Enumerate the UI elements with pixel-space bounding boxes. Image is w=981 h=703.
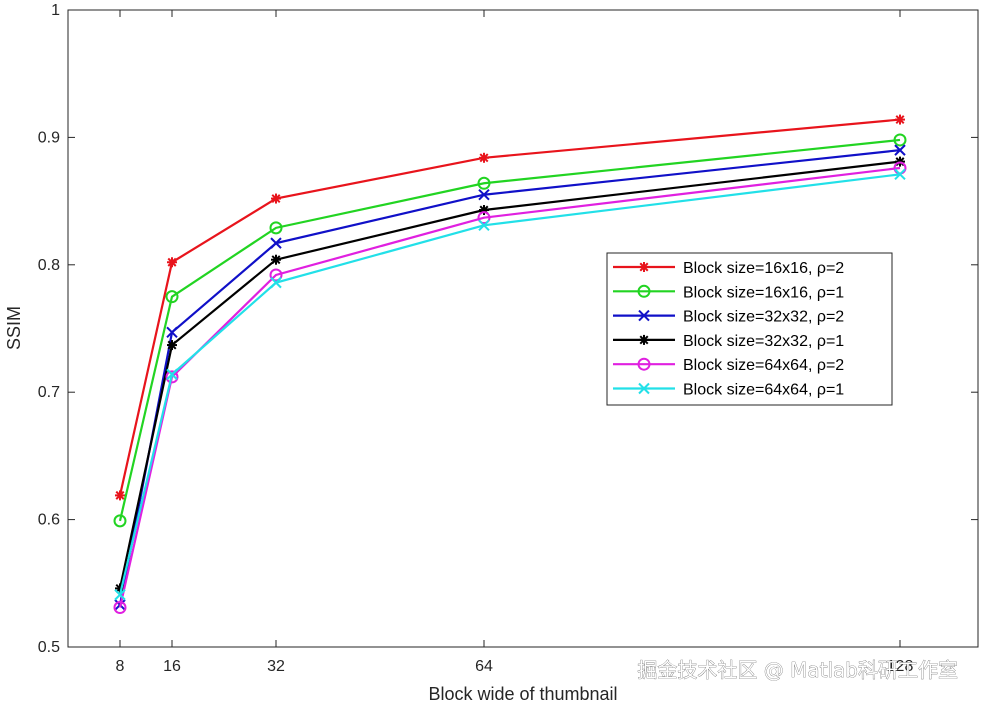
legend-entry: Block size=32x32, ρ=2 bbox=[613, 309, 844, 326]
legend-entry: Block size=16x16, ρ=1 bbox=[613, 284, 844, 301]
data-point bbox=[893, 133, 907, 147]
legend-entry: Block size=32x32, ρ=1 bbox=[613, 333, 844, 350]
y-tick-label: 0.7 bbox=[38, 384, 60, 401]
data-point bbox=[477, 176, 491, 190]
data-point bbox=[165, 290, 179, 304]
x-tick-label: 128 bbox=[887, 658, 914, 675]
data-point bbox=[166, 368, 178, 381]
data-point bbox=[270, 237, 282, 249]
data-point bbox=[115, 490, 125, 501]
data-point bbox=[637, 357, 651, 371]
data-point bbox=[271, 254, 281, 265]
legend: Block size=16x16, ρ=2 Block size=16x16, ρ… bbox=[606, 252, 893, 406]
y-axis-label: SSIM bbox=[4, 306, 24, 350]
data-point bbox=[113, 601, 127, 615]
x-tick-label: 16 bbox=[163, 658, 181, 675]
legend-label: Block size=64x64, ρ=1 bbox=[683, 382, 844, 399]
y-tick-label: 0.6 bbox=[38, 512, 60, 529]
series bbox=[113, 133, 907, 528]
data-point bbox=[477, 211, 491, 225]
series-line bbox=[118, 138, 901, 522]
data-point bbox=[895, 114, 905, 125]
data-point bbox=[638, 382, 650, 395]
data-point bbox=[639, 334, 649, 345]
data-point bbox=[478, 189, 490, 201]
series-group bbox=[113, 114, 907, 615]
data-point bbox=[167, 340, 177, 351]
data-point bbox=[269, 221, 283, 235]
series bbox=[113, 161, 907, 615]
legend-label: Block size=32x32, ρ=1 bbox=[683, 333, 844, 350]
legend-label: Block size=32x32, ρ=2 bbox=[683, 309, 844, 326]
data-point bbox=[114, 589, 126, 601]
data-point bbox=[166, 326, 178, 339]
y-tick-label: 0.8 bbox=[38, 257, 60, 274]
y-tick-label: 0.9 bbox=[38, 129, 60, 146]
legend-label: Block size=16x16, ρ=2 bbox=[683, 260, 844, 277]
data-point bbox=[271, 193, 281, 204]
y-tick-label: 0.5 bbox=[38, 639, 60, 656]
data-point bbox=[478, 219, 490, 232]
legend-entry: Block size=64x64, ρ=1 bbox=[613, 382, 844, 399]
data-point bbox=[113, 514, 127, 528]
series bbox=[114, 168, 906, 601]
data-point bbox=[894, 168, 906, 181]
data-point bbox=[639, 262, 649, 272]
legend-entry: Block size=64x64, ρ=2 bbox=[613, 357, 844, 374]
legend-entry: Block size=16x16, ρ=2 bbox=[613, 260, 844, 277]
x-axis-label: Block wide of thumbnail bbox=[428, 684, 617, 703]
data-point bbox=[638, 309, 650, 322]
watermark-text: 掘金技术社区 @ Matlab科研工作室 bbox=[637, 658, 958, 682]
data-point bbox=[269, 268, 283, 282]
y-axis: 0.5 0.6 0.7 0.8 0.9 1 bbox=[38, 2, 978, 656]
data-point bbox=[165, 370, 179, 384]
x-tick-label: 8 bbox=[116, 658, 125, 675]
data-point bbox=[637, 284, 651, 298]
series bbox=[115, 114, 905, 501]
legend-label: Block size=64x64, ρ=2 bbox=[683, 357, 844, 374]
legend-label: Block size=16x16, ρ=1 bbox=[683, 284, 844, 301]
data-point bbox=[479, 152, 489, 163]
x-tick-label: 32 bbox=[267, 658, 285, 675]
data-point bbox=[894, 144, 906, 156]
series-line bbox=[118, 166, 901, 608]
x-axis: 8 16 32 64 128 bbox=[116, 10, 914, 675]
data-point bbox=[167, 257, 177, 268]
x-tick-label: 64 bbox=[475, 658, 493, 675]
y-tick-label: 1 bbox=[51, 2, 60, 19]
legend-box bbox=[606, 252, 893, 406]
data-point bbox=[270, 276, 282, 289]
